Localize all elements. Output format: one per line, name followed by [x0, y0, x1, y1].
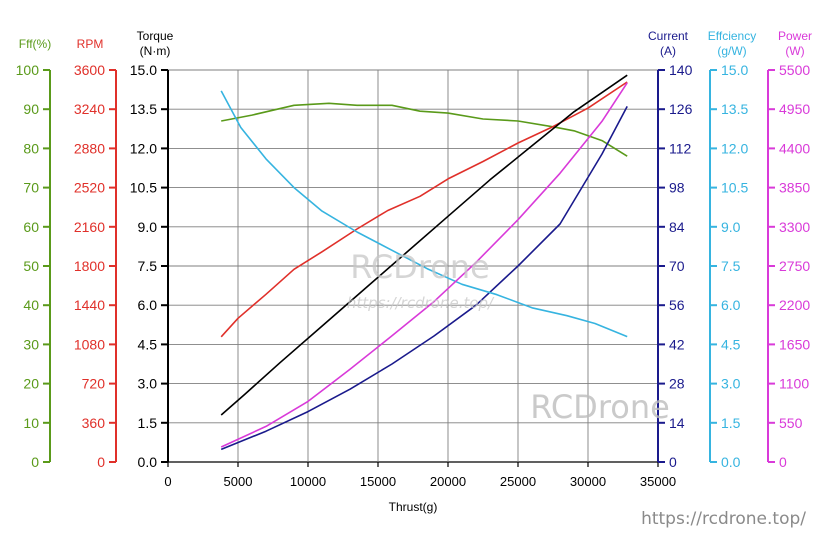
y-tick-label-current: 140	[669, 62, 693, 78]
y-tick-label-fff: 90	[23, 101, 39, 117]
y-tick-label-fff: 10	[23, 415, 39, 431]
y-tick-label-power: 3300	[779, 219, 810, 235]
y-tick-label-torque: 13.5	[130, 101, 157, 117]
y-tick-label-rpm: 720	[82, 376, 106, 392]
y-tick-label-efficiency: 6.0	[721, 297, 741, 313]
y-tick-label-rpm: 1440	[74, 297, 105, 313]
y-tick-label-power: 4950	[779, 101, 810, 117]
y-tick-label-current: 126	[669, 101, 693, 117]
y-tick-label-efficiency: 10.5	[721, 180, 748, 196]
y-tick-label-torque: 1.5	[138, 415, 158, 431]
watermark-corner-text: RCDrone	[530, 388, 670, 426]
y-axis-title-fff: Fff(%)	[19, 37, 51, 51]
y-tick-label-fff: 50	[23, 258, 39, 274]
y-tick-label-torque: 10.5	[130, 180, 157, 196]
y-tick-label-current: 56	[669, 297, 685, 313]
series-line-power	[220, 82, 628, 448]
y-tick-label-fff: 30	[23, 336, 39, 352]
y-tick-label-current: 70	[669, 258, 685, 274]
y-tick-label-current: 14	[669, 415, 685, 431]
series-line-fff	[221, 102, 628, 157]
y-tick-label-torque: 0.0	[138, 454, 158, 470]
y-axis-title-torque: Torque	[137, 29, 174, 43]
y-tick-label-torque: 15.0	[130, 62, 157, 78]
y-tick-label-fff: 70	[23, 180, 39, 196]
y-tick-label-fff: 0	[31, 454, 39, 470]
y-tick-label-torque: 12.0	[130, 140, 157, 156]
y-axis-title-unit-efficiency: (g/W)	[717, 44, 746, 58]
y-tick-label-power: 2750	[779, 258, 810, 274]
y-tick-label-rpm: 1800	[74, 258, 105, 274]
y-tick-label-rpm: 0	[97, 454, 105, 470]
y-tick-label-efficiency: 12.0	[721, 140, 748, 156]
watermark-footer-url: https://rcdrone.top/	[641, 509, 806, 529]
series-line-rpm	[220, 81, 628, 338]
y-tick-label-torque: 4.5	[138, 336, 158, 352]
y-tick-label-torque: 6.0	[138, 297, 158, 313]
y-tick-label-power: 0	[779, 454, 787, 470]
y-tick-label-power: 4400	[779, 140, 810, 156]
y-tick-label-fff: 20	[23, 376, 39, 392]
y-tick-label-rpm: 2160	[74, 219, 105, 235]
y-tick-label-efficiency: 15.0	[721, 62, 748, 78]
x-tick-label: 5000	[224, 474, 253, 489]
y-axis-title-current: Current	[648, 29, 689, 43]
y-tick-label-torque: 3.0	[138, 376, 158, 392]
y-axis-title-power: Power	[778, 29, 812, 43]
y-tick-label-power: 1650	[779, 336, 810, 352]
y-tick-label-rpm: 2880	[74, 140, 105, 156]
y-tick-label-torque: 9.0	[138, 219, 158, 235]
series-line-torque	[220, 74, 628, 416]
y-tick-label-current: 112	[669, 140, 692, 156]
y-axis-title-unit-torque: (N·m)	[140, 44, 171, 58]
series-line-efficiency	[220, 90, 628, 338]
y-tick-label-rpm: 1080	[74, 336, 105, 352]
watermark-center-text: RCDrone	[350, 248, 490, 286]
y-axis-title-unit-power: (W)	[785, 44, 804, 58]
y-tick-label-current: 42	[669, 336, 685, 352]
axes: 0 5000 10000 15000 20000 25000 30000 35000Thrus…	[16, 29, 812, 514]
x-tick-label: 35000	[640, 474, 676, 489]
y-axis-title-efficiency: Effciency	[708, 29, 756, 43]
y-tick-label-efficiency: 3.0	[721, 376, 741, 392]
y-tick-label-efficiency: 1.5	[721, 415, 741, 431]
watermarks: RCDrone https://rcdrone.top/ RCDrone htt…	[347, 248, 806, 529]
y-tick-label-rpm: 2520	[74, 180, 105, 196]
series-line-current	[220, 106, 628, 451]
x-tick-label: 10000	[290, 474, 326, 489]
y-tick-label-torque: 7.5	[138, 258, 158, 274]
series-lines	[220, 74, 628, 451]
y-tick-label-rpm: 360	[82, 415, 106, 431]
y-tick-label-efficiency: 7.5	[721, 258, 741, 274]
y-tick-label-fff: 80	[23, 140, 39, 156]
y-tick-label-efficiency: 4.5	[721, 336, 741, 352]
y-tick-label-power: 1100	[779, 376, 809, 392]
y-tick-label-rpm: 3240	[74, 101, 105, 117]
y-tick-label-efficiency: 13.5	[721, 101, 748, 117]
y-tick-label-power: 2200	[779, 297, 810, 313]
y-tick-label-fff: 60	[23, 219, 39, 235]
x-tick-label: 25000	[500, 474, 536, 489]
y-axis-title-unit-current: (A)	[660, 44, 676, 58]
y-tick-label-current: 28	[669, 376, 685, 392]
y-tick-label-current: 0	[669, 454, 677, 470]
x-tick-label: 0	[164, 474, 171, 489]
y-tick-label-fff: 100	[16, 62, 40, 78]
y-tick-label-power: 550	[779, 415, 803, 431]
x-tick-label: 20000	[430, 474, 466, 489]
x-axis-title: Thrust(g)	[389, 500, 438, 514]
y-axis-title-rpm: RPM	[77, 37, 104, 51]
x-tick-label: 30000	[570, 474, 606, 489]
y-tick-label-efficiency: 9.0	[721, 219, 741, 235]
x-tick-label: 15000	[360, 474, 396, 489]
watermark-center-url: https://rcdrone.top/	[347, 294, 495, 312]
y-tick-label-power: 5500	[779, 62, 810, 78]
y-tick-label-current: 98	[669, 180, 685, 196]
y-tick-label-fff: 40	[23, 297, 39, 313]
y-tick-label-efficiency: 0.0	[721, 454, 741, 470]
y-tick-label-rpm: 3600	[74, 62, 105, 78]
y-tick-label-power: 3850	[779, 180, 810, 196]
y-tick-label-current: 84	[669, 219, 685, 235]
